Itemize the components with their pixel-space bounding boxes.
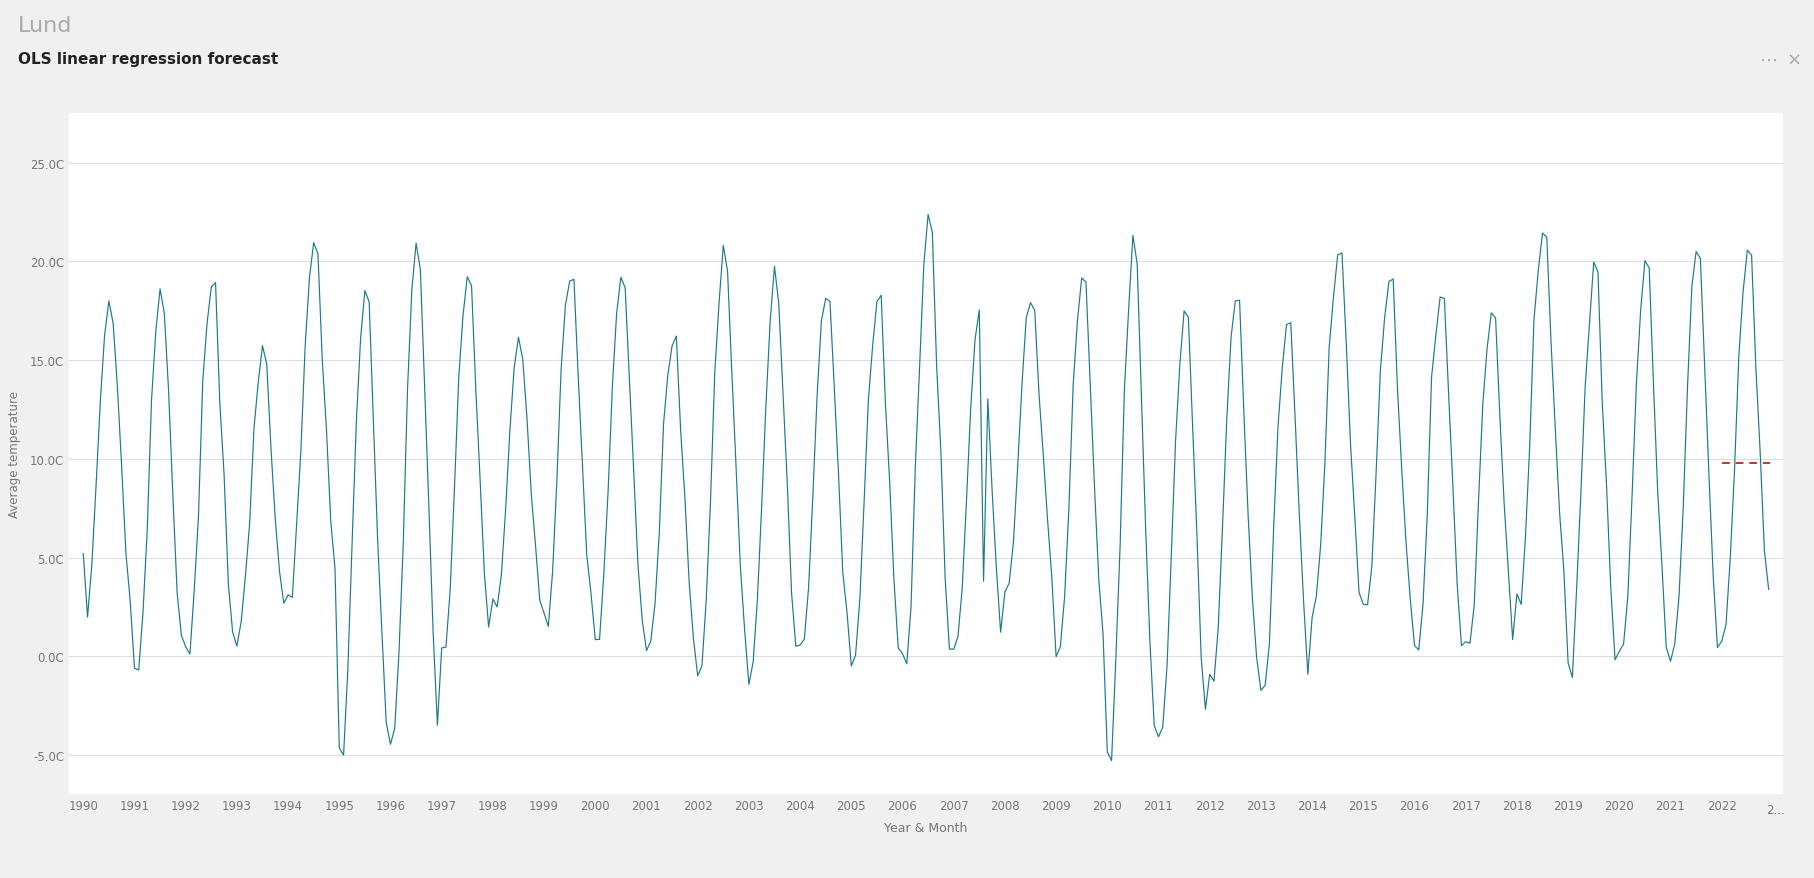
Text: Lund: Lund [18,16,73,36]
Text: OLS linear regression forecast: OLS linear regression forecast [18,52,278,67]
Y-axis label: Average temperature: Average temperature [9,391,22,518]
Text: 2...: 2... [1767,802,1785,816]
Text: ×: × [1787,52,1801,69]
X-axis label: Year & Month: Year & Month [885,821,967,834]
Text: ⋯: ⋯ [1760,52,1778,69]
